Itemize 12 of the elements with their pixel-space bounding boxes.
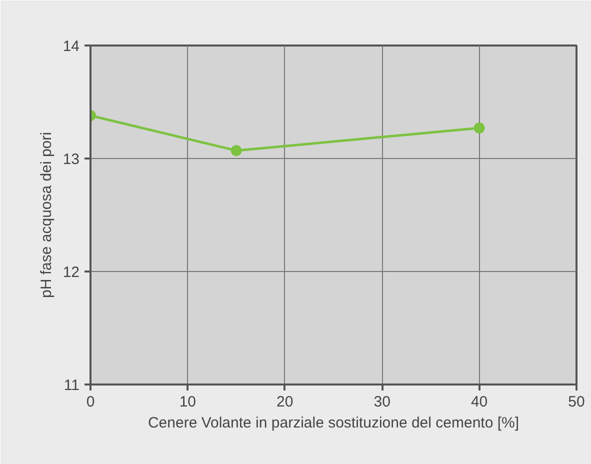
x-tick-label: 0 <box>86 394 95 410</box>
x-tick-label: 30 <box>374 394 390 410</box>
y-tick-label: 12 <box>62 264 80 281</box>
y-tick-label: 11 <box>64 377 80 394</box>
y-tick-label: 14 <box>62 38 80 55</box>
x-tick-label: 50 <box>568 394 585 410</box>
x-axis-title: Cenere Volante in parziale sostituzione del cemento [%] <box>148 414 520 432</box>
x-tick-label: 10 <box>179 394 196 410</box>
y-axis-title: pH fase acquosa dei pori <box>38 132 55 298</box>
x-tick-label: 20 <box>276 394 294 410</box>
x-tick-label: 40 <box>470 394 488 410</box>
y-tick-label: 13 <box>62 151 80 168</box>
